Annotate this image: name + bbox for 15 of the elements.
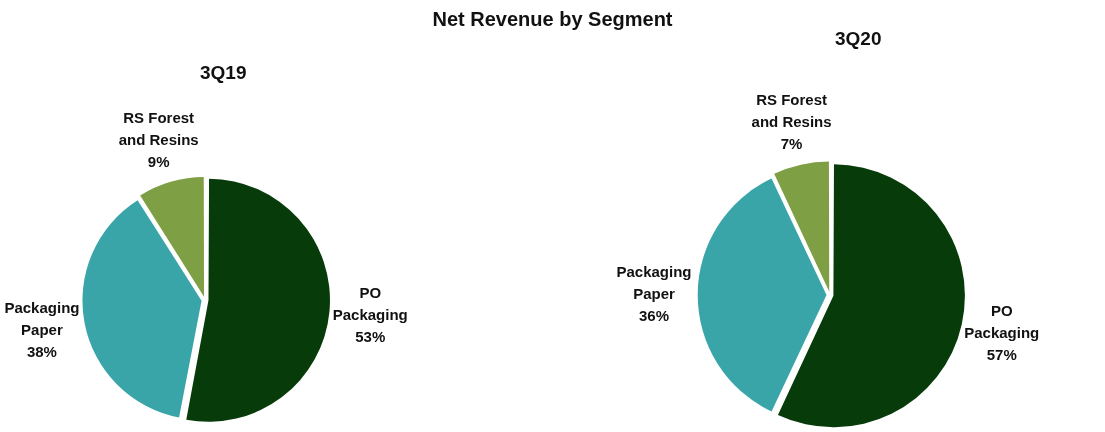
data-label: 36% bbox=[638, 307, 670, 325]
slice-label: Packaging Paper bbox=[616, 263, 692, 303]
data-label: 7% bbox=[780, 135, 803, 153]
data-label: 9% bbox=[147, 152, 170, 170]
data-label: 57% bbox=[986, 345, 1017, 363]
chart-subtitle: 3Q19 bbox=[200, 62, 247, 84]
text: Net Revenue by Segment bbox=[432, 8, 673, 30]
data-label: 53% bbox=[355, 327, 386, 345]
slice-label: RS Forest and Resins bbox=[751, 91, 832, 131]
data-label: 38% bbox=[26, 343, 57, 361]
chart-subtitle: 3Q20 bbox=[835, 28, 882, 50]
slice-label: Packaging Paper bbox=[4, 299, 80, 339]
slice-label: PO Packaging bbox=[964, 301, 1040, 341]
slice-label: RS Forest and Resins bbox=[118, 108, 199, 148]
slice-label: PO Packaging bbox=[332, 283, 408, 323]
